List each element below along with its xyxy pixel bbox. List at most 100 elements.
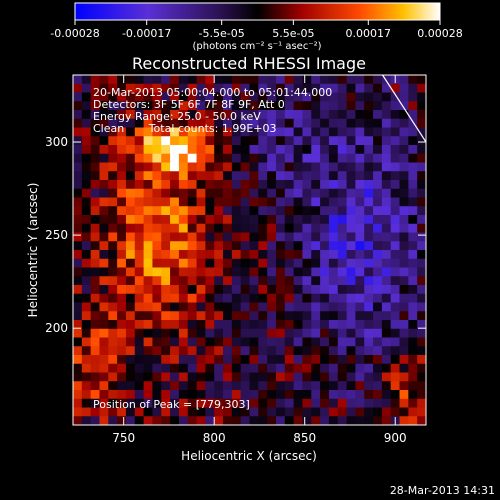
heatmap-cell <box>267 110 277 120</box>
heatmap-cell <box>328 223 339 233</box>
heatmap-cell <box>187 258 198 268</box>
heatmap-cell <box>99 180 109 190</box>
heatmap-cell <box>143 250 153 260</box>
heatmap-cell <box>328 363 339 373</box>
heatmap-cell <box>258 215 268 225</box>
heatmap-cell <box>187 145 198 155</box>
chart-title: Reconstructed RHESSI Image <box>132 54 366 73</box>
heatmap-cell <box>152 118 162 128</box>
heatmap-cell <box>99 320 109 330</box>
heatmap-cell <box>170 320 180 330</box>
heatmap-cell <box>302 346 312 356</box>
heatmap-cell <box>302 390 312 400</box>
heatmap-cell <box>143 101 153 111</box>
heatmap-cell <box>125 127 136 137</box>
heatmap-cell <box>178 110 189 120</box>
heatmap-cell <box>231 232 242 242</box>
heatmap-cell <box>231 136 242 146</box>
heatmap-cell <box>73 101 83 111</box>
heatmap-cell <box>205 127 215 137</box>
heatmap-cell <box>205 215 215 225</box>
heatmap-cell <box>284 258 295 268</box>
heatmap-cell <box>90 206 100 216</box>
heatmap-cell <box>275 293 286 303</box>
heatmap-cell <box>284 276 295 286</box>
heatmap-cell <box>293 241 303 251</box>
heatmap-cell <box>337 276 348 286</box>
heatmap-cell <box>152 197 162 207</box>
heatmap-cell <box>240 250 250 260</box>
heatmap-cell <box>320 258 330 268</box>
heatmap-cell <box>143 180 153 190</box>
heatmap-cell <box>152 363 162 373</box>
heatmap-cell <box>214 232 224 242</box>
heatmap-cell <box>381 101 392 111</box>
y-tick-label: 250 <box>45 228 68 242</box>
heatmap-cell <box>373 241 383 251</box>
heatmap-cell <box>390 232 401 242</box>
heatmap-cell <box>81 407 92 417</box>
heatmap-cell <box>214 206 224 216</box>
heatmap-cell <box>302 162 312 172</box>
heatmap-cell <box>267 407 277 417</box>
heatmap-cell <box>249 372 259 382</box>
heatmap-cell <box>196 223 206 233</box>
heatmap-cell <box>170 328 180 338</box>
heatmap-cell <box>214 346 224 356</box>
heatmap-cell <box>275 180 286 190</box>
heatmap-cell <box>99 293 109 303</box>
heatmap-cell <box>108 223 118 233</box>
heatmap-cell <box>152 285 162 295</box>
heatmap-cell <box>134 276 145 286</box>
heatmap-cell <box>373 258 383 268</box>
heatmap-cell <box>249 215 259 225</box>
heatmap-cell <box>373 75 383 85</box>
heatmap-cell <box>328 75 339 85</box>
heatmap-cell <box>355 390 365 400</box>
heatmap-cell <box>170 311 180 321</box>
heatmap-cell <box>355 145 365 155</box>
heatmap-cell <box>399 75 409 85</box>
heatmap-cell <box>275 398 286 408</box>
heatmap-cell <box>346 241 356 251</box>
heatmap-cell <box>373 206 383 216</box>
heatmap-cell <box>373 407 383 417</box>
heatmap-cell <box>231 381 242 391</box>
heatmap-cell <box>81 320 92 330</box>
heatmap-cell <box>143 118 153 128</box>
heatmap-cell <box>231 162 242 172</box>
heatmap-cell <box>408 363 418 373</box>
heatmap-cell <box>390 390 401 400</box>
heatmap-cell <box>73 232 83 242</box>
heatmap-cell <box>311 390 321 400</box>
heatmap-cell <box>399 180 409 190</box>
heatmap-cell <box>408 398 418 408</box>
heatmap-cell <box>417 407 426 417</box>
heatmap-cell <box>187 162 198 172</box>
heatmap-cell <box>178 381 189 391</box>
heatmap-cell <box>284 381 295 391</box>
heatmap-cell <box>320 232 330 242</box>
heatmap-cell <box>152 355 162 365</box>
heatmap-cell <box>364 136 374 146</box>
heatmap-cell <box>284 118 295 128</box>
heatmap-cell <box>170 363 180 373</box>
heatmap-cell <box>231 250 242 260</box>
heatmap-cell <box>240 416 250 425</box>
heatmap-cell <box>161 398 171 408</box>
heatmap-cell <box>231 285 242 295</box>
heatmap-cell <box>161 390 171 400</box>
heatmap-cell <box>178 101 189 111</box>
heatmap-cell <box>311 153 321 163</box>
heatmap-cell <box>390 407 401 417</box>
heatmap-cell <box>267 153 277 163</box>
heatmap-cell <box>390 92 401 102</box>
heatmap-cell <box>223 127 233 137</box>
heatmap-cell <box>73 355 83 365</box>
heatmap-cell <box>117 232 127 242</box>
heatmap-cell <box>337 153 348 163</box>
heatmap-cell <box>81 311 92 321</box>
heatmap-cell <box>390 311 401 321</box>
heatmap-cell <box>223 363 233 373</box>
y-tick-label: 200 <box>45 321 68 335</box>
